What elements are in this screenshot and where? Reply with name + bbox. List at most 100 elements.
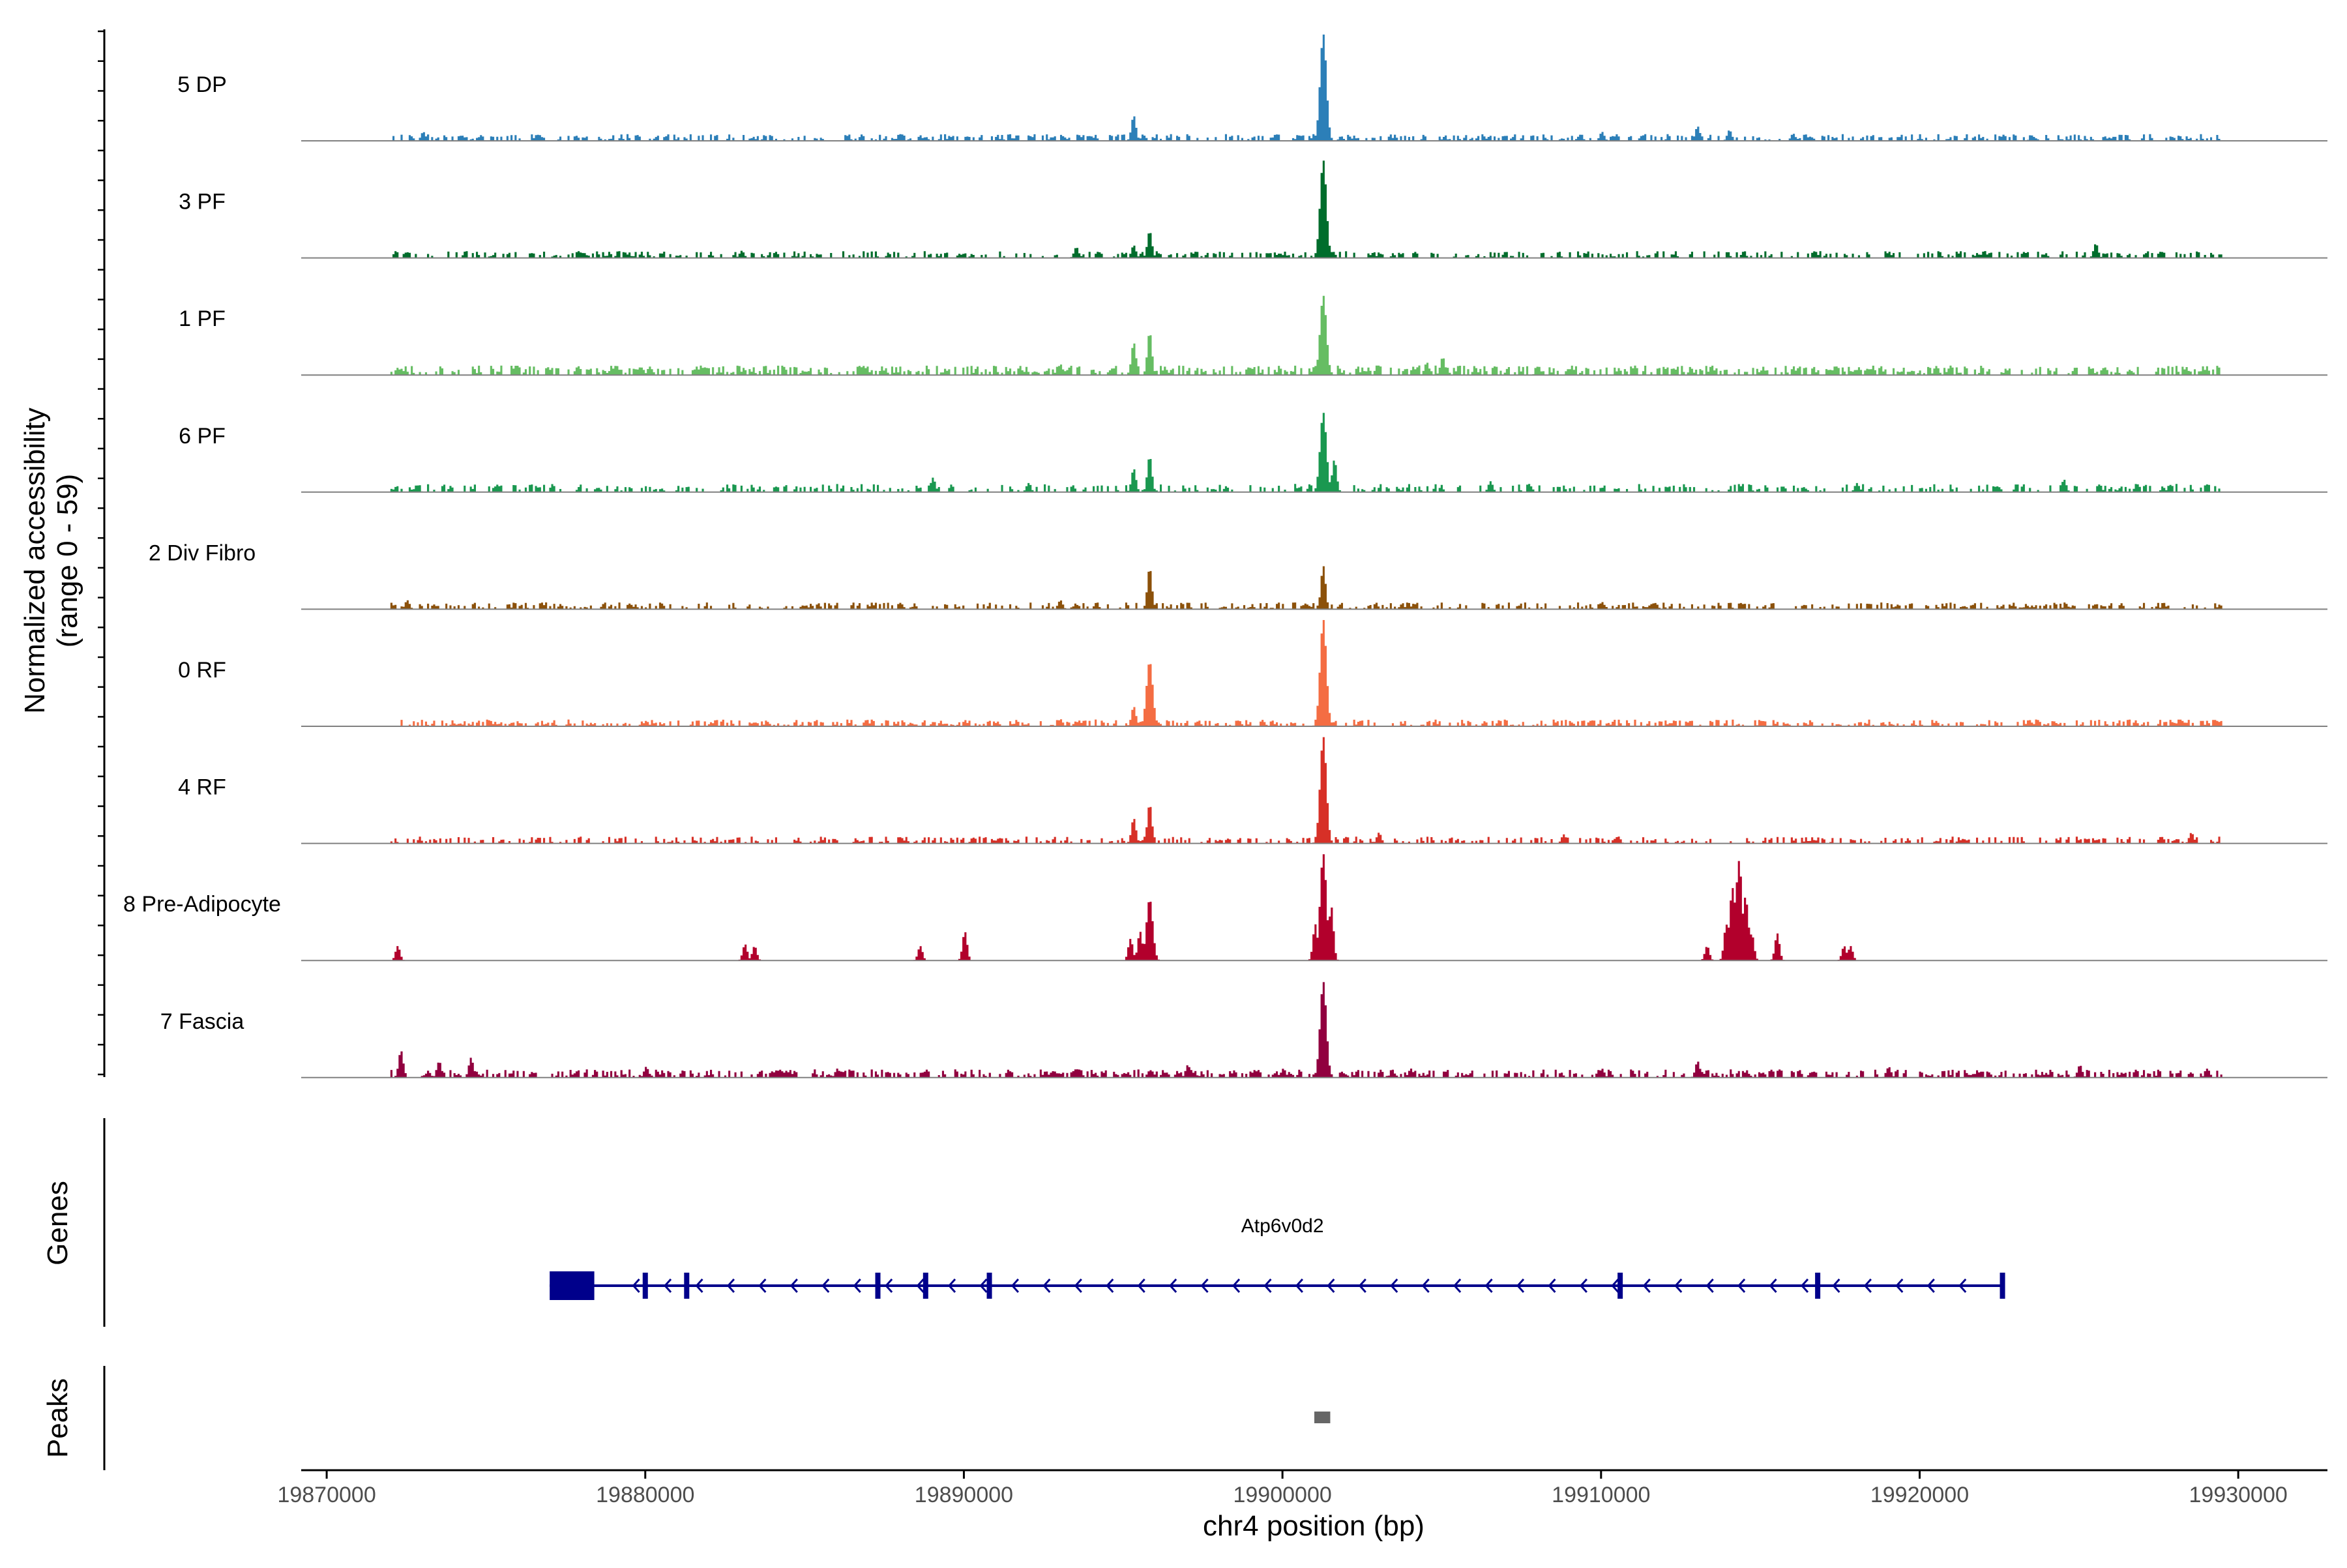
gene-exon: [2000, 1273, 2005, 1299]
track-label: 6 PF: [179, 424, 226, 449]
strand-arrow: [1832, 1278, 1840, 1294]
coverage-area: [390, 982, 2222, 1078]
coverage-area: [390, 620, 2222, 726]
x-tick-label: 19880000: [596, 1483, 694, 1507]
track-label: 4 RF: [178, 775, 226, 800]
strand-arrow: [1926, 1278, 1935, 1294]
gene-name-label: Atp6v0d2: [1241, 1215, 1324, 1237]
track-label: 7 Fascia: [160, 1009, 244, 1034]
strand-arrow: [979, 1278, 988, 1294]
strand-arrow: [916, 1278, 924, 1294]
coverage-area: [390, 35, 2222, 141]
peak-region: [1314, 1412, 1331, 1423]
genes-panel-label: Genes: [42, 1181, 74, 1265]
strand-arrow: [632, 1278, 640, 1294]
strand-arrow: [1358, 1278, 1366, 1294]
track-1-pf: 1 PF: [179, 295, 2327, 376]
strand-arrow: [1579, 1278, 1587, 1294]
coverage-tracks: 5 DP 3 PF 1 PF 6 PF 2 Div Fibro 0 RF 4 RF 8 Pre…: [98, 29, 2327, 1078]
gene-exon: [1617, 1273, 1623, 1299]
strand-arrow: [1863, 1278, 1872, 1294]
strand-arrow: [1769, 1278, 1777, 1294]
peaks-panel: Peaks: [42, 1366, 1331, 1470]
gene-exon: [875, 1273, 881, 1299]
strand-arrow: [1263, 1278, 1272, 1294]
strand-arrow: [1295, 1278, 1304, 1294]
gene-utr-block: [550, 1271, 595, 1300]
coverage-area: [390, 160, 2222, 258]
strand-arrow: [853, 1278, 861, 1294]
coverage-area: [390, 566, 2222, 610]
strand-arrow: [726, 1278, 735, 1294]
strand-arrow: [1106, 1278, 1114, 1294]
strand-arrow: [1042, 1278, 1051, 1294]
peaks-panel-label: Peaks: [42, 1378, 74, 1458]
coverage-area: [390, 854, 2222, 961]
x-tick-label: 19910000: [1552, 1483, 1650, 1507]
strand-arrow: [790, 1278, 798, 1294]
strand-arrow: [664, 1278, 672, 1294]
track-0-rf: 0 RF: [178, 620, 2327, 727]
strand-arrow: [947, 1278, 956, 1294]
coverage-area: [390, 413, 2222, 492]
strand-arrow: [1327, 1278, 1335, 1294]
track-4-rf: 4 RF: [178, 737, 2327, 844]
y-axis-title: Normalized accessibility (range 0 - 59): [19, 407, 83, 713]
gene-exon: [684, 1273, 690, 1299]
strand-arrow: [1200, 1278, 1209, 1294]
strand-arrow: [695, 1278, 703, 1294]
strand-arrow: [1895, 1278, 1904, 1294]
strand-arrow: [1390, 1278, 1398, 1294]
strand-arrow: [885, 1278, 893, 1294]
track-6-pf: 6 PF: [179, 413, 2327, 493]
track-label: 2 Div Fibro: [149, 540, 256, 565]
x-tick-label: 19900000: [1233, 1483, 1331, 1507]
track-8-pre-adipocyte: 8 Pre-Adipocyte: [123, 854, 2327, 962]
x-tick-label: 19930000: [2189, 1483, 2288, 1507]
strand-arrow: [1484, 1278, 1493, 1294]
strand-arrow: [1169, 1278, 1177, 1294]
gene-exon: [923, 1273, 928, 1299]
track-label: 1 PF: [179, 306, 226, 331]
track-7-fascia: 7 Fascia: [160, 982, 2327, 1078]
strand-arrow: [1074, 1278, 1082, 1294]
track-5-dp: 5 DP: [177, 35, 2327, 141]
gene-exon: [986, 1273, 992, 1299]
strand-arrow: [1516, 1278, 1525, 1294]
x-axis-title: chr4 position (bp): [1203, 1510, 1424, 1542]
coverage-area: [390, 295, 2222, 376]
strand-arrow: [1137, 1278, 1145, 1294]
strand-arrow: [1232, 1278, 1241, 1294]
y-axis-title-line1: Normalized accessibility: [19, 407, 51, 713]
strand-arrow: [1642, 1278, 1651, 1294]
gene-exon: [1815, 1273, 1821, 1299]
x-axis: chr4 position (bp) 19870000 19880000 19890…: [277, 1469, 2327, 1542]
genes-panel: Genes Atp6v0d2: [42, 1118, 2005, 1327]
track-label: 3 PF: [179, 190, 226, 214]
x-tick-label: 19890000: [915, 1483, 1013, 1507]
strand-arrow: [1611, 1278, 1619, 1294]
strand-arrow: [1421, 1278, 1430, 1294]
strand-arrow: [1674, 1278, 1683, 1294]
x-tick-label: 19870000: [277, 1483, 376, 1507]
y-axis-title-line2: (range 0 - 59): [52, 474, 83, 648]
x-tick-label: 19920000: [1870, 1483, 1969, 1507]
strand-arrow: [821, 1278, 830, 1294]
track-3-pf: 3 PF: [179, 160, 2327, 259]
track-2-div-fibro: 2 Div Fibro: [149, 540, 2327, 610]
track-label: 0 RF: [178, 658, 226, 683]
strand-arrow: [1737, 1278, 1746, 1294]
strand-arrow: [1453, 1278, 1462, 1294]
coverage-area: [390, 737, 2222, 844]
strand-arrow: [1705, 1278, 1714, 1294]
track-label: 5 DP: [177, 72, 227, 97]
strand-arrow: [1800, 1278, 1809, 1294]
gene-exon: [642, 1273, 648, 1299]
track-label: 8 Pre-Adipocyte: [123, 892, 281, 917]
strand-arrow: [1958, 1278, 1967, 1294]
strand-arrow: [1011, 1278, 1020, 1294]
strand-arrow: [758, 1278, 767, 1294]
strand-arrow: [1548, 1278, 1556, 1294]
